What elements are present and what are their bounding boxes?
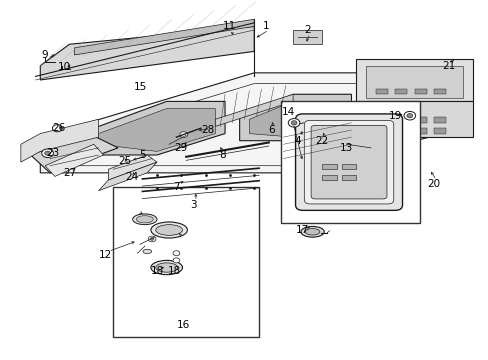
- Circle shape: [44, 151, 50, 156]
- Text: 14: 14: [281, 107, 294, 117]
- Text: 23: 23: [46, 148, 59, 158]
- Ellipse shape: [151, 260, 182, 275]
- Bar: [375, 89, 387, 94]
- FancyBboxPatch shape: [295, 114, 402, 210]
- Text: 7: 7: [173, 182, 180, 192]
- Text: 4: 4: [294, 136, 301, 146]
- Polygon shape: [21, 119, 99, 162]
- Text: 15: 15: [133, 82, 146, 92]
- Polygon shape: [99, 162, 157, 191]
- Text: 1: 1: [263, 21, 269, 31]
- Bar: [341, 164, 356, 169]
- Polygon shape: [356, 59, 472, 102]
- Polygon shape: [45, 144, 103, 176]
- Bar: [322, 175, 336, 180]
- Ellipse shape: [156, 263, 177, 272]
- Polygon shape: [99, 109, 215, 152]
- Circle shape: [150, 238, 154, 240]
- Polygon shape: [30, 134, 118, 173]
- Text: 12: 12: [99, 250, 112, 260]
- Bar: [394, 117, 407, 123]
- Text: 21: 21: [441, 61, 454, 71]
- Text: 2: 2: [304, 25, 310, 35]
- Text: 17: 17: [296, 225, 309, 235]
- Bar: [433, 128, 446, 134]
- Text: 10: 10: [58, 63, 71, 72]
- Text: 11: 11: [223, 21, 236, 31]
- Bar: [414, 117, 426, 123]
- Ellipse shape: [132, 214, 157, 225]
- Text: 5: 5: [139, 150, 145, 160]
- Circle shape: [406, 113, 412, 118]
- Text: 6: 6: [267, 125, 274, 135]
- Text: 19: 19: [388, 111, 401, 121]
- Text: 16: 16: [177, 320, 190, 330]
- Circle shape: [41, 149, 53, 157]
- Circle shape: [148, 236, 156, 242]
- Bar: [281, 102, 419, 223]
- FancyBboxPatch shape: [310, 125, 386, 199]
- Polygon shape: [249, 102, 341, 137]
- Text: 25: 25: [118, 156, 131, 166]
- Text: 3: 3: [190, 200, 196, 210]
- Polygon shape: [366, 66, 462, 98]
- Circle shape: [287, 118, 299, 127]
- Polygon shape: [108, 155, 157, 180]
- Text: 18: 18: [167, 266, 180, 276]
- Bar: [414, 89, 426, 94]
- Polygon shape: [40, 73, 428, 173]
- Bar: [433, 117, 446, 123]
- Text: 29: 29: [174, 143, 187, 153]
- Polygon shape: [89, 102, 224, 155]
- Text: 13: 13: [339, 143, 352, 153]
- Bar: [341, 175, 356, 180]
- Circle shape: [173, 251, 180, 256]
- Text: 8: 8: [219, 150, 225, 160]
- Text: 26: 26: [52, 123, 65, 133]
- Bar: [433, 89, 446, 94]
- Text: 24: 24: [125, 172, 138, 182]
- Polygon shape: [366, 102, 472, 137]
- Text: 28: 28: [201, 125, 214, 135]
- Circle shape: [173, 258, 180, 263]
- Text: 22: 22: [315, 136, 328, 146]
- Text: 9: 9: [42, 50, 48, 60]
- Ellipse shape: [305, 229, 319, 235]
- Bar: [394, 128, 407, 134]
- Polygon shape: [215, 94, 292, 126]
- Ellipse shape: [142, 249, 151, 253]
- Circle shape: [52, 125, 62, 132]
- Bar: [375, 117, 387, 123]
- Bar: [414, 128, 426, 134]
- Ellipse shape: [136, 216, 153, 223]
- Circle shape: [290, 121, 296, 125]
- Text: 18: 18: [150, 266, 163, 276]
- Ellipse shape: [151, 222, 187, 238]
- Text: 27: 27: [62, 168, 76, 178]
- Bar: [375, 128, 387, 134]
- Bar: [322, 164, 336, 169]
- Bar: [113, 187, 259, 337]
- Circle shape: [180, 132, 187, 138]
- Ellipse shape: [300, 226, 324, 237]
- Ellipse shape: [156, 225, 182, 235]
- Bar: [394, 89, 407, 94]
- Polygon shape: [239, 94, 351, 141]
- Polygon shape: [74, 19, 254, 55]
- Circle shape: [403, 111, 415, 120]
- FancyBboxPatch shape: [304, 120, 393, 204]
- Text: 20: 20: [427, 179, 440, 189]
- Polygon shape: [283, 116, 351, 162]
- Bar: [292, 30, 322, 44]
- Polygon shape: [40, 26, 254, 80]
